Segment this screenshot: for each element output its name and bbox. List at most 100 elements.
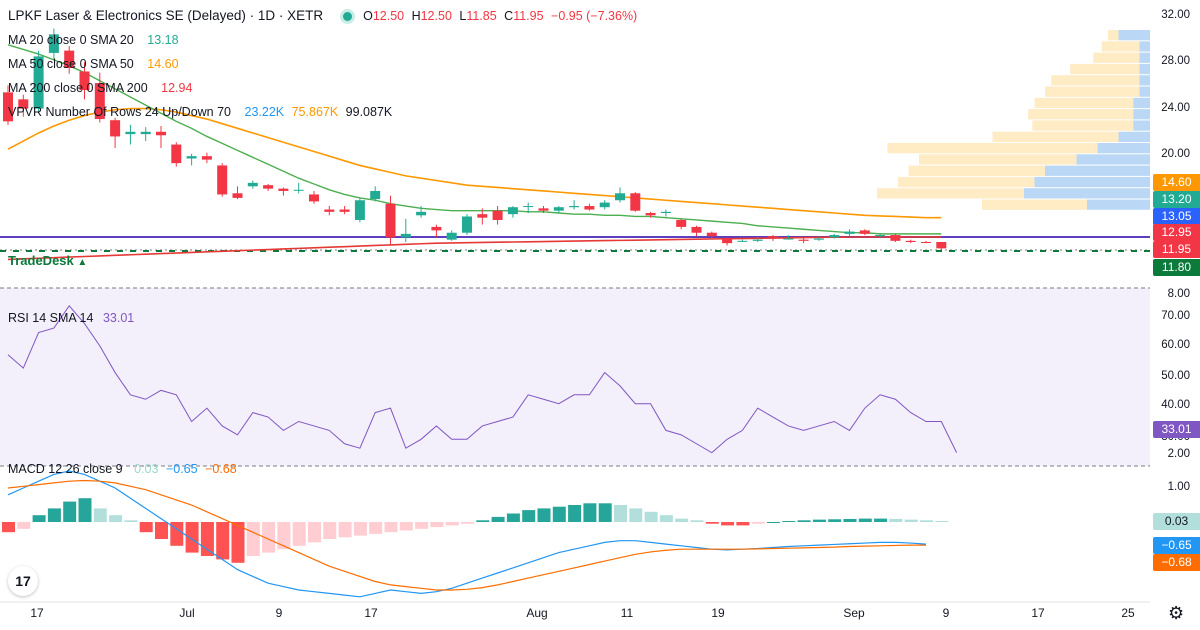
macd-histogram-bar bbox=[583, 503, 597, 522]
vpvr-down-bar bbox=[919, 154, 1077, 165]
rsi-value: 33.01 bbox=[102, 311, 135, 325]
rsi-line bbox=[7, 304, 958, 454]
vpvr-up-bar bbox=[1118, 131, 1150, 142]
x-axis-label: 17 bbox=[364, 606, 378, 620]
macd-histogram-bar bbox=[415, 522, 429, 529]
x-axis-label: Jul bbox=[179, 606, 195, 620]
x-axis-label: Aug bbox=[526, 606, 548, 620]
vpvr-label: VPVR Number Of Rows 24 Up/Down 70 bbox=[8, 105, 232, 119]
macd-histogram-bar bbox=[797, 520, 811, 522]
vpvr-down-bar bbox=[1101, 41, 1140, 52]
price-axis-label: 32.00 bbox=[1161, 9, 1190, 21]
candle-body bbox=[110, 120, 121, 137]
price-axis-label: 28.00 bbox=[1161, 55, 1190, 67]
last-price-tag: 11.95 bbox=[1153, 241, 1200, 258]
x-axis-label: 11 bbox=[620, 606, 634, 620]
symbol-title: LPKF Laser & Electronics SE (Delayed) · … bbox=[8, 8, 324, 23]
macd-histogram-bar bbox=[843, 518, 857, 522]
rsi-band bbox=[0, 288, 1150, 466]
vpvr-up-bar bbox=[1045, 165, 1150, 176]
vpvr-up-bar bbox=[1034, 176, 1150, 188]
candle-body bbox=[630, 193, 641, 211]
macd-histogram-bar bbox=[369, 522, 383, 534]
low-value: 11.85 bbox=[466, 9, 497, 23]
vpvr-down-bar bbox=[1028, 109, 1134, 120]
x-axis-label: 19 bbox=[711, 606, 725, 620]
rsi-axis-label: 40.00 bbox=[1161, 399, 1190, 411]
macd-legend[interactable]: MACD 12 26 close 9 0.03 −0.65 −0.68 bbox=[8, 462, 241, 476]
candle-body bbox=[553, 207, 564, 211]
ma200-legend[interactable]: MA 200 close 0 SMA 200 12.94 bbox=[8, 81, 196, 95]
rsi-legend[interactable]: RSI 14 SMA 14 33.01 bbox=[8, 311, 138, 325]
candle-body bbox=[936, 242, 947, 249]
candle-body bbox=[798, 239, 809, 241]
macd-histogram-bar bbox=[568, 505, 582, 522]
rsi-value-tag: 33.01 bbox=[1153, 421, 1200, 438]
triangle-up-icon: ▲ bbox=[77, 257, 88, 268]
macd-histogram-bar bbox=[430, 522, 444, 528]
high-value: 12.50 bbox=[420, 9, 452, 23]
macd-histogram-bar bbox=[690, 520, 704, 522]
vpvr-up: 23.22K bbox=[244, 105, 285, 119]
x-axis-label: 17 bbox=[30, 606, 44, 620]
candle-body bbox=[844, 231, 855, 234]
macd-histogram-bar bbox=[522, 510, 536, 522]
ma50-legend[interactable]: MA 50 close 0 SMA 50 14.60 bbox=[8, 57, 183, 71]
close-value: 11.95 bbox=[513, 9, 544, 23]
candle-body bbox=[79, 71, 90, 91]
candle-body bbox=[64, 50, 75, 68]
vpvr-legend[interactable]: VPVR Number Of Rows 24 Up/Down 70 23.22K… bbox=[8, 105, 396, 119]
candle-body bbox=[660, 211, 671, 213]
candle-body bbox=[752, 239, 763, 241]
settings-gear-icon[interactable]: ⚙ bbox=[1168, 603, 1185, 623]
candle-body bbox=[416, 211, 427, 216]
macd-signal-tag: −0.68 bbox=[1153, 554, 1200, 571]
macd-histogram-bar bbox=[124, 520, 138, 522]
macd-line-value: −0.65 bbox=[165, 462, 198, 476]
macd-histogram-bar bbox=[63, 501, 77, 522]
candle-body bbox=[385, 203, 396, 238]
vpvr-up-bar bbox=[1139, 75, 1150, 86]
macd-histogram-bar bbox=[721, 522, 735, 526]
macd-histogram-bar bbox=[629, 508, 643, 522]
ma50-line bbox=[7, 107, 942, 219]
ma200-price-tag: 12.95 bbox=[1153, 224, 1200, 241]
vpvr-down-bar bbox=[898, 176, 1035, 188]
macd-histogram-bar bbox=[675, 518, 689, 522]
candle-body bbox=[33, 56, 44, 109]
macd-histogram-bar bbox=[308, 522, 321, 543]
macd-histogram-bar bbox=[78, 498, 92, 522]
macd-histogram-bar bbox=[231, 522, 245, 563]
candle-body bbox=[875, 235, 886, 237]
macd-histogram-bar bbox=[812, 519, 826, 522]
macd-hist-value: 0.03 bbox=[134, 462, 159, 476]
ma20-legend[interactable]: MA 20 close 0 SMA 20 13.18 bbox=[8, 33, 183, 47]
candle-body bbox=[523, 206, 534, 208]
candle-body bbox=[140, 131, 151, 135]
vpvr-up-bar bbox=[1087, 199, 1150, 210]
vpvr-up-bar bbox=[1139, 86, 1150, 97]
price-axis-label: 8.00 bbox=[1167, 288, 1190, 300]
tradingview-logo-icon[interactable]: 17 bbox=[8, 566, 38, 596]
macd-histogram-bar bbox=[216, 522, 230, 560]
macd-hist-tag: 0.03 bbox=[1153, 513, 1200, 530]
tradedesk-price-tag: 11.80 bbox=[1153, 259, 1200, 276]
macd-histogram-bar bbox=[935, 520, 949, 522]
candle-body bbox=[507, 207, 518, 215]
candle-body bbox=[829, 235, 840, 238]
candle-body bbox=[446, 232, 457, 240]
candle-body bbox=[890, 235, 901, 241]
tradedesk-label[interactable]: TradeDesk ▲ bbox=[8, 253, 87, 268]
ma50-value: 14.60 bbox=[147, 57, 179, 71]
vpvr-up-bar bbox=[1133, 109, 1150, 120]
candle-body bbox=[783, 238, 794, 240]
candle-body bbox=[538, 208, 549, 211]
ma200-value: 12.94 bbox=[161, 81, 193, 95]
candle-body bbox=[584, 206, 595, 210]
candle-body bbox=[645, 213, 656, 216]
vpvr-down-bar bbox=[982, 199, 1087, 210]
vpvr-total: 99.087K bbox=[345, 105, 393, 119]
candle-body bbox=[156, 131, 166, 136]
